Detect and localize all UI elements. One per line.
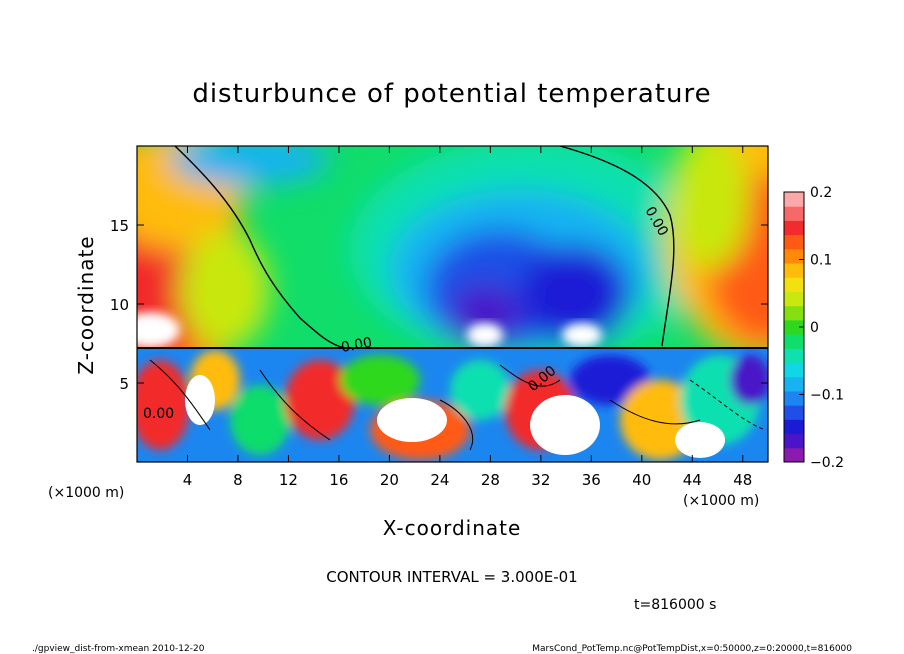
y-axis: 5 10 15 xyxy=(110,217,768,393)
colorbar-swatch xyxy=(784,376,804,392)
y-tick-label: 10 xyxy=(110,296,129,314)
colorbar-swatch xyxy=(784,277,804,292)
colorbar-swatch xyxy=(784,419,804,435)
colorbar-swatch xyxy=(784,362,804,378)
x-tick-label: 28 xyxy=(481,471,500,489)
colorbar-swatch xyxy=(784,291,804,307)
colorbar-swatch xyxy=(784,433,804,449)
y-tick-label: 5 xyxy=(119,375,129,393)
colorbar-swatch xyxy=(784,206,804,221)
colorbar-swatch xyxy=(784,305,804,321)
x-tick-label: 16 xyxy=(329,471,348,489)
x-tick-label: 44 xyxy=(683,471,702,489)
x-tick-label: 12 xyxy=(279,471,298,489)
colorbar-swatch xyxy=(784,390,804,406)
colorbar: 0.2 0.1 0 −0.1 −0.2 xyxy=(783,185,844,471)
x-tick-label: 8 xyxy=(233,471,243,489)
colorbar-swatch xyxy=(784,334,804,349)
colorbar-tick-label: 0.1 xyxy=(810,253,832,269)
colorbar-swatch xyxy=(784,319,804,335)
x-tick-label: 20 xyxy=(380,471,399,489)
x-tick-label: 24 xyxy=(430,471,449,489)
x-axis: 4 8 12 16 20 24 28 32 36 40 44 48 xyxy=(183,146,752,489)
colorbar-tick-label: 0.2 xyxy=(810,185,832,201)
colorbar-swatch xyxy=(784,348,804,364)
contour-label: 0.00 xyxy=(143,406,174,422)
footer-left: ./gpview_dist-from-xmean 2010-12-20 xyxy=(32,644,205,654)
y-axis-label: Z-coordinate xyxy=(74,235,98,374)
y-axis-unit: (×1000 m) xyxy=(48,485,124,501)
heatmap-field xyxy=(137,146,768,462)
x-axis-label: X-coordinate xyxy=(383,516,522,540)
colorbar-swatch xyxy=(784,447,804,463)
x-tick-label: 48 xyxy=(733,471,752,489)
x-tick-label: 32 xyxy=(531,471,550,489)
y-tick-label: 15 xyxy=(110,217,129,235)
colorbar-swatch xyxy=(784,248,804,264)
colorbar-swatch xyxy=(784,192,804,207)
x-tick-label: 36 xyxy=(582,471,601,489)
zero-contour-right xyxy=(559,146,675,347)
footer-right: MarsCond_PotTemp.nc@PotTempDist,x=0:5000… xyxy=(532,644,852,654)
colorbar-swatch xyxy=(784,220,804,236)
colorbar-tick-label: 0 xyxy=(810,320,819,336)
contour-label: 0.00 xyxy=(340,335,373,356)
x-tick-label: 40 xyxy=(632,471,651,489)
chart-title: disturbunce of potential temperature xyxy=(192,79,711,109)
colorbar-tick-label: −0.2 xyxy=(810,455,844,471)
x-tick-label: 4 xyxy=(183,471,193,489)
time-label: t=816000 s xyxy=(634,597,716,613)
colorbar-swatch xyxy=(784,263,804,278)
colorbar-tick-label: −0.1 xyxy=(810,388,844,404)
x-axis-unit: (×1000 m) xyxy=(683,493,759,509)
colorbar-swatch xyxy=(784,234,804,250)
contour-interval-text: CONTOUR INTERVAL = 3.000E-01 xyxy=(326,568,577,586)
colorbar-swatch xyxy=(784,405,804,420)
zero-contour-left xyxy=(174,146,346,349)
